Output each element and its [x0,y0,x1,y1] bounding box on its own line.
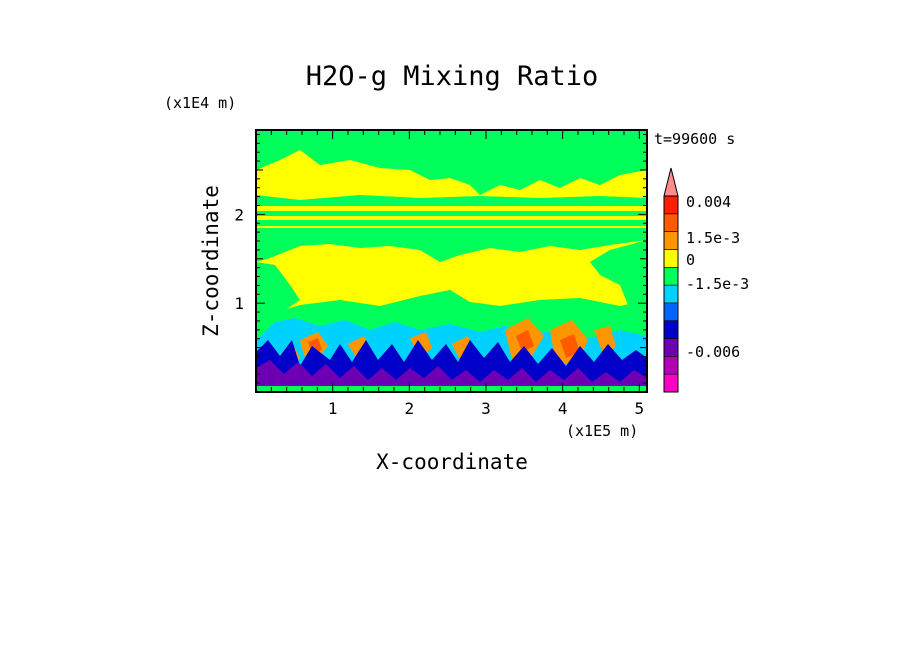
plot-area [256,130,647,392]
colorbar-swatch [663,356,679,375]
chart-title: H2O-g Mixing Ratio [306,61,599,92]
colorbar-swatch [663,320,679,339]
x-tick-label: 5 [635,399,645,418]
colorbar-label: 0 [686,251,695,269]
colorbar-swatch [663,231,679,250]
colorbar-label: -1.5e-3 [686,275,749,293]
field-green-top [256,130,647,195]
x-tick-label: 1 [328,399,338,418]
colorbar-label: 1.5e-3 [686,229,740,247]
x-scale-label: (x1E5 m) [566,422,638,440]
x-tick-label: 2 [405,399,415,418]
y-tick-label: 1 [234,294,244,313]
y-axis-label: Z-coordinate [199,185,223,337]
y-scale-label: (x1E4 m) [164,94,236,112]
plot-frame [255,129,648,393]
x-tick-label: 3 [481,399,491,418]
colorbar-swatch [663,249,679,268]
x-axis: 1 2 3 4 5 [270,130,645,418]
field-green-band-a [256,211,647,216]
x-tick-label: 4 [558,399,568,418]
colorbar-swatch [663,302,679,322]
colorbar-swatch [663,338,679,357]
y-tick-label: 2 [234,205,244,224]
colorbar-labels: 0.004 1.5e-3 0 -1.5e-3 -0.006 [686,193,749,361]
field-green-side-left [256,262,300,320]
field-purple [256,360,647,392]
colorbar [663,167,679,393]
field-green-bottom-edge [256,386,647,392]
colorbar-swatch [663,373,679,393]
hot-cores [308,330,580,358]
y-axis: 12 [234,133,647,384]
colorbar-label: -0.006 [686,343,740,361]
colorbar-extend-arrow [663,167,679,197]
field-green-mid [256,228,647,262]
x-axis-label: X-coordinate [376,450,528,474]
colorbar-label: 0.004 [686,193,731,211]
field-green-top2 [256,195,647,206]
colorbar-swatch [663,284,679,304]
colorbar-swatch [663,213,679,232]
colorbar-swatch [663,266,679,286]
time-label: t=99600 s [654,130,735,148]
colorbar-frame [663,195,679,393]
field-green-band-b [256,220,647,226]
colorbar-swatch [663,195,679,215]
